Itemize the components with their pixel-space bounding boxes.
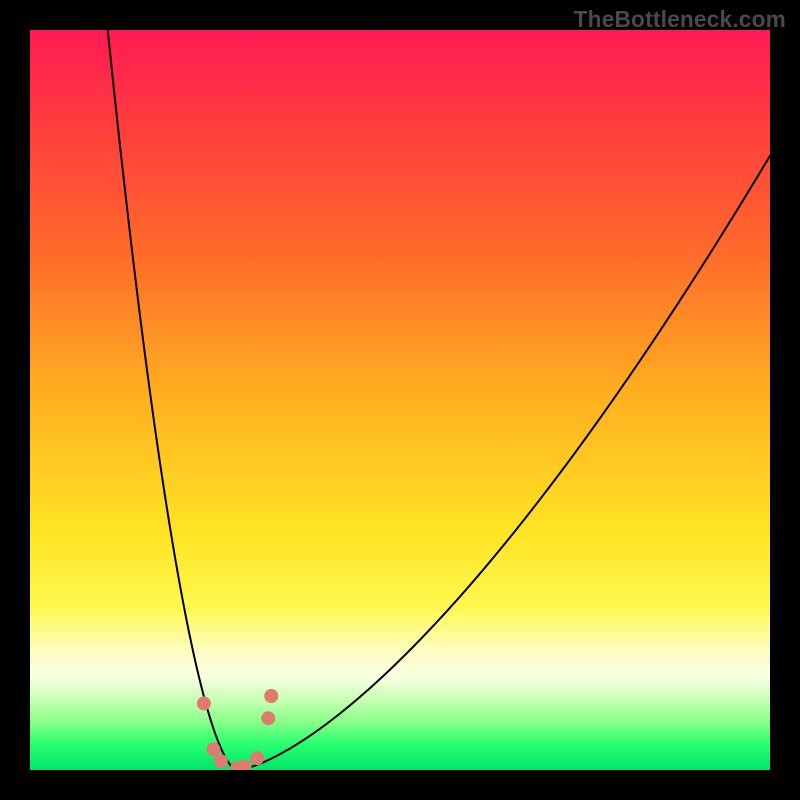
- data-marker: [264, 689, 278, 703]
- bottleneck-chart: [30, 30, 770, 770]
- data-marker: [250, 751, 264, 765]
- figure-container: TheBottleneck.com: [0, 0, 800, 800]
- data-marker: [197, 696, 211, 710]
- data-marker: [207, 742, 221, 756]
- watermark-text: TheBottleneck.com: [574, 6, 786, 33]
- data-marker: [261, 711, 275, 725]
- plot-area: [30, 30, 770, 770]
- data-marker: [214, 754, 228, 768]
